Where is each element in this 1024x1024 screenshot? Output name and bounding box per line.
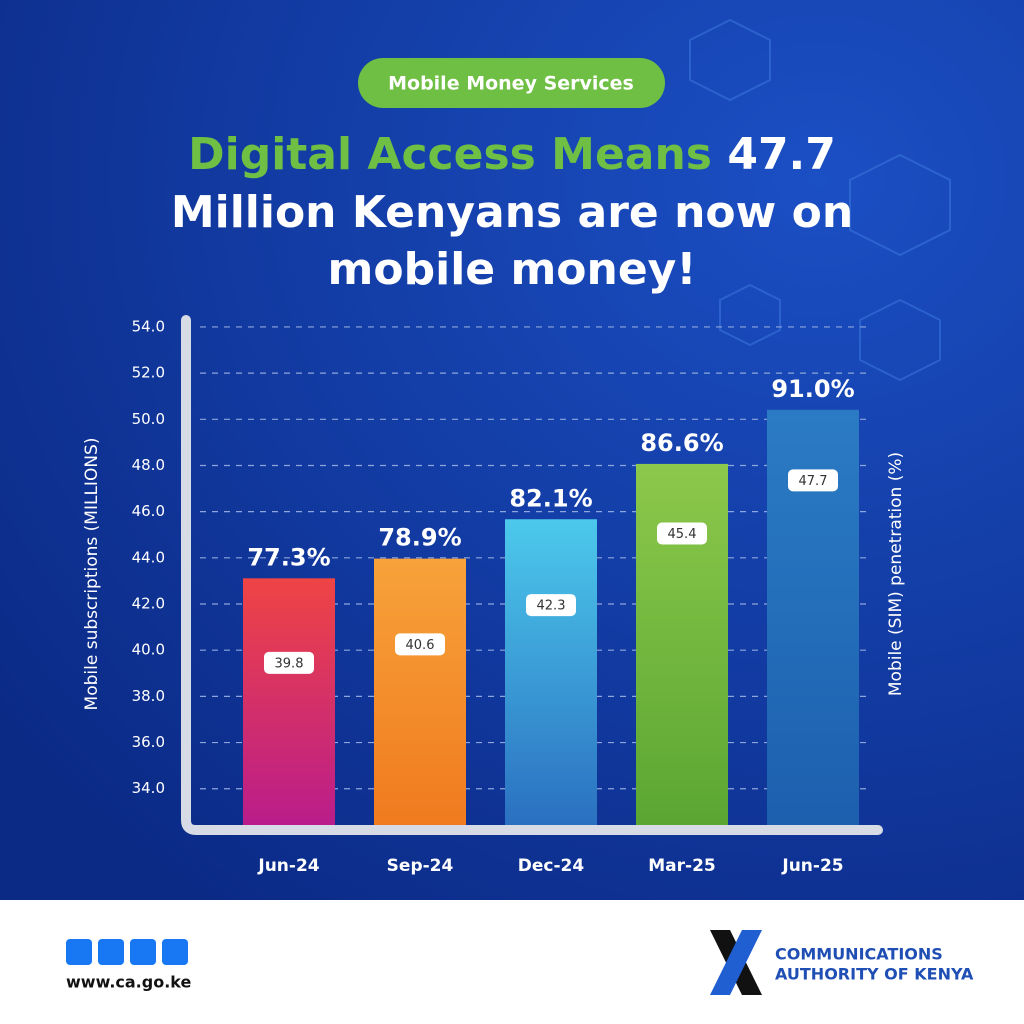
y-tick-label: 46.0 (132, 502, 165, 520)
website[interactable]: www.ca.go.ke (66, 973, 191, 992)
subscription-label: 45.4 (668, 527, 697, 542)
y-tick-label: 48.0 (132, 456, 165, 474)
bar-value-label: 91.0% (771, 375, 854, 403)
title-figure: 47.7 (727, 129, 836, 180)
title-line2: Million Kenyans are now on (171, 187, 853, 238)
subscription-pill (395, 633, 445, 656)
subscription-pill (526, 594, 576, 617)
badge-text: Mobile Money Services (388, 73, 634, 95)
subscription-pill (788, 469, 838, 492)
bar-value-label: 86.6% (640, 429, 723, 457)
y-tick-label: 38.0 (132, 687, 165, 705)
y-tick-label: 50.0 (132, 410, 165, 428)
y-tick-label: 34.0 (132, 779, 165, 797)
subscription-label: 42.3 (537, 599, 566, 614)
instagram-icon[interactable] (130, 939, 156, 965)
org-name-line1: COMMUNICATIONS (775, 945, 943, 964)
x-tick-label: Jun-25 (781, 856, 843, 876)
x-tick-label: Sep-24 (387, 856, 454, 876)
y-tick-label: 42.0 (132, 595, 165, 613)
subscription-label: 39.8 (275, 656, 304, 671)
y-tick-label: 40.0 (132, 641, 165, 659)
subscription-pill (657, 522, 707, 545)
bar-value-label: 77.3% (247, 543, 330, 571)
x-tick-label: Dec-24 (518, 856, 585, 876)
bar (505, 519, 597, 828)
axis-frame (181, 315, 883, 835)
bar (374, 558, 466, 828)
bar (636, 463, 728, 828)
subscription-label: 40.6 (406, 638, 435, 653)
bar-value-label: 82.1% (509, 484, 592, 512)
social-icons (66, 939, 188, 965)
bar-value-label: 78.9% (378, 524, 461, 552)
linkedin-icon[interactable] (162, 939, 188, 965)
x-tick-label: Mar-25 (648, 856, 716, 876)
title-line1: Digital Access Means 47.7 (188, 129, 836, 180)
title-highlight: Digital Access Means (188, 129, 712, 180)
facebook-icon[interactable] (66, 939, 92, 965)
org-name-line2: AUTHORITY OF KENYA (775, 965, 974, 984)
bar (243, 578, 335, 828)
y-axis-label: Mobile subscriptions (MILLIONS) (82, 438, 102, 711)
hex-decor (689, 18, 951, 382)
x-tick-label: Jun-24 (257, 856, 319, 876)
y2-axis-label: Mobile (SIM) penetration (%) (886, 452, 906, 696)
title-line3: mobile money! (328, 244, 697, 295)
subscription-label: 47.7 (799, 474, 828, 489)
badge (358, 58, 665, 108)
subscription-pill (264, 651, 314, 674)
y-tick-label: 54.0 (132, 317, 165, 335)
y-tick-label: 44.0 (132, 548, 165, 566)
y-tick-label: 52.0 (132, 364, 165, 382)
y-tick-label: 36.0 (132, 733, 165, 751)
logo (710, 930, 762, 995)
x-icon[interactable] (98, 939, 124, 965)
